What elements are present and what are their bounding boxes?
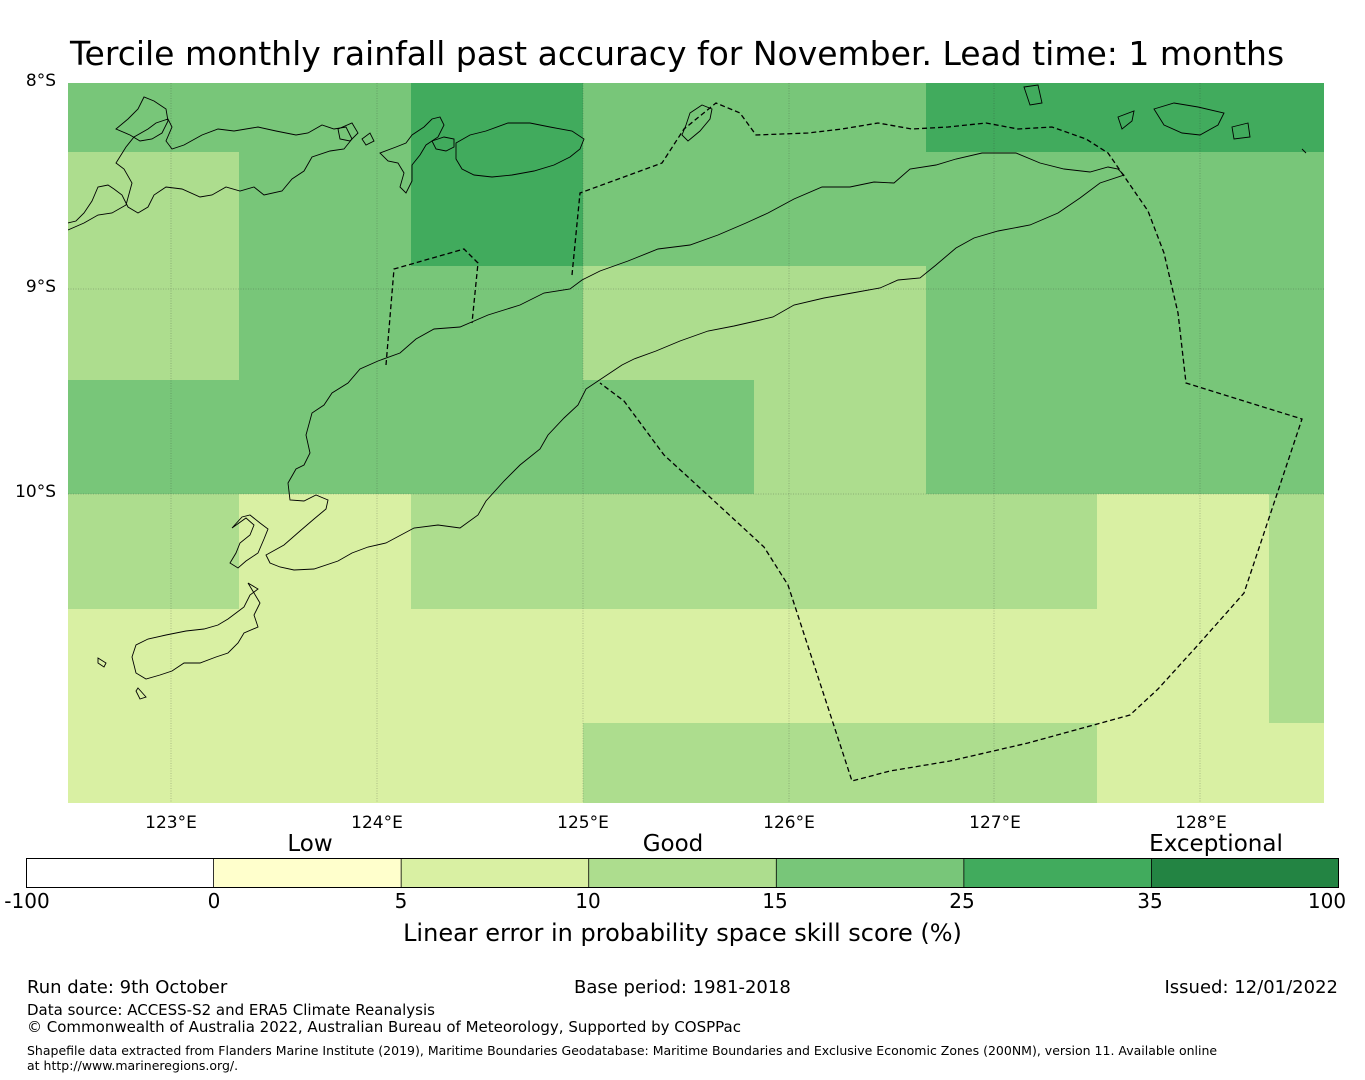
skill-grid-cell [239,494,412,610]
colorbar-tick: 25 [949,889,975,913]
skill-grid-cell [68,152,240,267]
colorbar-segment [400,858,590,888]
skill-grid-cell [1097,380,1270,495]
skill-grid-cell [411,494,584,610]
colorbar-segment [963,858,1153,888]
skill-grid-cell [1097,152,1270,267]
colorbar [26,858,1339,888]
skill-grid-cell [411,380,584,495]
skill-grid-cell [68,380,240,495]
skill-grid-cell [926,152,1098,267]
skill-grid-cell [411,609,584,724]
lon-label-126e: 126°E [763,813,815,833]
lon-label-123e: 123°E [145,813,197,833]
lon-label-128e: 128°E [1175,813,1227,833]
data-source: Data source: ACCESS-S2 and ERA5 Climate … [27,1001,435,1019]
colorbar-tick: 15 [762,889,788,913]
skill-grid-cell [1269,494,1324,610]
skill-grid-cell [583,152,755,267]
skill-grid-cell [583,380,755,495]
skill-grid-cell [926,609,1098,724]
skill-grid-cell [926,83,1098,153]
skill-grid-cell [926,723,1098,803]
skill-grid-cell [68,83,240,153]
skill-grid-cell [239,152,412,267]
colorbar-segment [26,858,215,888]
coastline [68,84,1307,700]
colorbar-tick: 35 [1137,889,1163,913]
skill-grid-cell [754,609,927,724]
skill-grid-cell [239,83,412,153]
skill-grid-cell [239,609,412,724]
lat-label-10s: 10°S [15,482,56,502]
skill-grid-cell [1269,152,1324,267]
run-date: Run date: 9th October [27,977,228,998]
lat-label-8s: 8°S [25,71,56,91]
lon-label-127e: 127°E [969,813,1021,833]
skill-grid-cell [754,723,927,803]
skill-grid-cell [754,494,927,610]
colorbar-title: Linear error in probability space skill … [403,919,962,947]
skill-grid-cell [754,380,927,495]
skill-grid-cell [239,266,412,381]
skill-grid-cell [926,380,1098,495]
skill-grid-cell [68,266,240,381]
skill-grid-cell [411,152,584,267]
skill-grid-cell [754,83,927,153]
skill-grid-cell [926,494,1098,610]
colorbar-segment [1151,858,1339,888]
issued-date: Issued: 12/01/2022 [1164,977,1338,998]
colorbar-segment [775,858,965,888]
colorbar-segment [213,858,403,888]
colorbar-category-good: Good [642,831,704,857]
skill-grid-cell [411,723,584,803]
colorbar-tick: -100 [4,889,50,913]
colorbar-tick: 0 [207,889,221,913]
skill-grid-cell [411,266,584,381]
skill-grid-cell [754,266,927,381]
skill-grid-cell [1269,83,1324,153]
skill-grid-cell [583,723,755,803]
colorbar-segments [26,858,1339,888]
colorbar-category-exceptional: Exceptional [1149,831,1283,857]
skill-grid-cell [1269,723,1324,803]
skill-grid-cell [583,266,755,381]
colorbar-tick: 10 [575,889,601,913]
colorbar-segment [588,858,778,888]
skill-grid-cell [68,609,240,724]
skill-grid-cell [1097,609,1270,724]
skill-grid-cell [1097,83,1270,153]
lat-label-9s: 9°S [25,277,56,297]
skill-grid-cell [239,723,412,803]
skill-grid-cell [411,83,584,153]
skill-grid-cell [1097,494,1270,610]
colorbar-tick: 100 [1307,889,1347,913]
eez-boundary [385,102,1303,782]
graticule [68,83,1324,803]
lon-label-125e: 125°E [557,813,609,833]
map-title: Tercile monthly rainfall past accuracy f… [70,34,1285,73]
skill-grid-cell [754,152,927,267]
skill-grid-cell [583,609,755,724]
skill-map [68,83,1324,803]
skill-grid [68,83,1324,803]
colorbar-tick: 5 [394,889,408,913]
skill-grid-cell [926,266,1098,381]
shapefile-credit: Shapefile data extracted from Flanders M… [27,1043,1218,1073]
skill-grid-cell [583,83,755,153]
skill-grid-cell [1097,723,1270,803]
skill-grid-cell [68,494,240,610]
copyright: © Commonwealth of Australia 2022, Austra… [27,1018,741,1036]
skill-grid-cell [583,494,755,610]
skill-grid-cell [68,723,240,803]
colorbar-category-low: Low [287,831,333,857]
base-period: Base period: 1981-2018 [574,977,791,998]
skill-grid-cell [239,380,412,495]
lon-label-124e: 124°E [351,813,403,833]
skill-grid-cell [1269,609,1324,724]
skill-grid-cell [1269,266,1324,381]
